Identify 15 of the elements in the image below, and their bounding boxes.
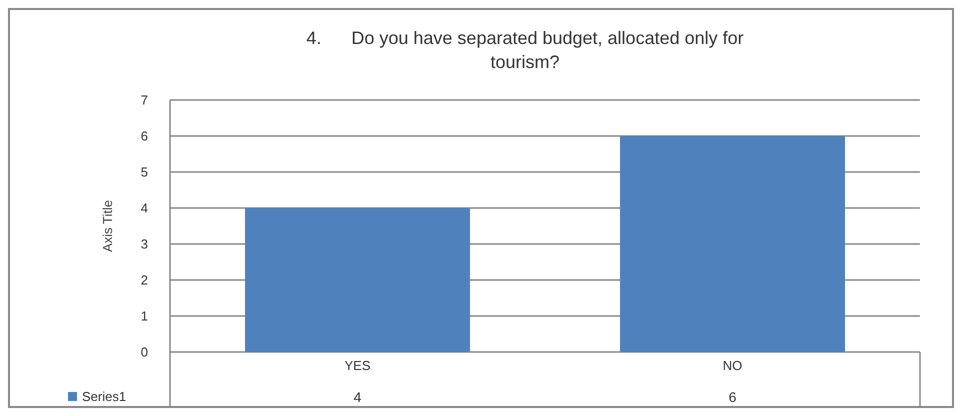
- x-tick-label: YES: [344, 358, 371, 373]
- data-label: 4: [354, 389, 362, 405]
- legend-label: Series1: [82, 389, 126, 404]
- y-tick-label: 6: [140, 128, 148, 144]
- y-tick-label: 3: [140, 236, 148, 252]
- y-tick-label: 5: [140, 164, 148, 180]
- y-tick-label: 4: [140, 200, 148, 216]
- data-label: 6: [728, 389, 737, 405]
- y-tick-label: 2: [140, 272, 148, 288]
- y-tick-label: 1: [140, 308, 148, 324]
- chart-title: 4. Do you have separated budget, allocated only for tourism?: [306, 28, 744, 72]
- y-tick-label: 0: [140, 344, 148, 360]
- y-axis-title: Axis Title: [100, 200, 115, 252]
- x-tick-label: NO: [722, 358, 742, 373]
- y-tick-label: 7: [140, 92, 148, 108]
